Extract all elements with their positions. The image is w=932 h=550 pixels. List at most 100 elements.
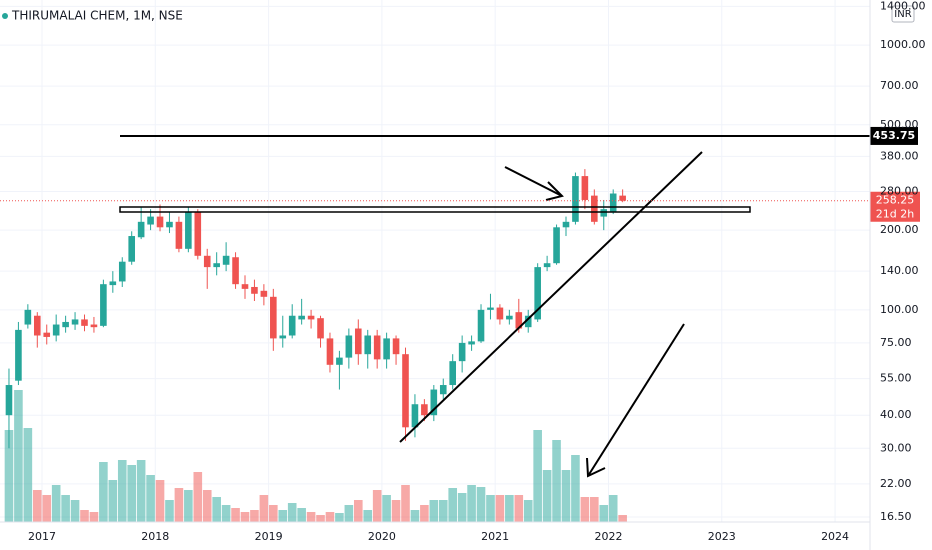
volume-bar: [99, 462, 108, 522]
volume-bar: [372, 490, 382, 522]
candle-body: [232, 257, 239, 285]
candle-body: [458, 342, 466, 362]
candle-body: [185, 211, 192, 249]
candle-body: [62, 321, 69, 328]
candle-body: [317, 318, 324, 339]
volume-bar: [552, 440, 561, 522]
y-tick-label: 40.00: [880, 408, 912, 421]
volume-bar: [523, 500, 533, 522]
volume-bar: [561, 470, 571, 522]
volume-bar: [89, 512, 99, 522]
volume-bar: [278, 510, 288, 522]
candle-body: [260, 290, 268, 297]
volume-bar: [42, 495, 52, 522]
volume-bar: [590, 497, 599, 522]
last-price-label: 258.25: [876, 194, 915, 207]
volume-bar: [240, 512, 250, 522]
x-tick-label: 2018: [141, 530, 169, 543]
arrow-head: [545, 181, 564, 201]
volume-bar: [599, 505, 609, 522]
x-tick-label: 2017: [28, 530, 56, 543]
volume-bar: [117, 460, 127, 522]
x-tick-label: 2023: [708, 530, 736, 543]
volume-bar: [212, 497, 221, 522]
y-tick-label: 1400.00: [880, 0, 926, 12]
candle-body: [109, 281, 117, 286]
candle-body: [222, 255, 230, 265]
candle-body: [487, 307, 494, 310]
volume-bar: [429, 500, 439, 522]
candle-body: [543, 263, 551, 268]
volume-bar: [155, 480, 165, 522]
volume-bar: [4, 430, 14, 522]
candle-body: [336, 357, 343, 365]
x-tick-label: 2020: [368, 530, 396, 543]
candle-body: [147, 216, 154, 225]
arrow: [504, 166, 563, 197]
y-tick-label: 16.50: [880, 510, 912, 523]
candle-body: [118, 261, 126, 282]
volume-bar: [542, 470, 552, 522]
y-tick-label: 700.00: [880, 79, 919, 92]
y-tick-label: 140.00: [880, 264, 919, 277]
x-tick-label: 2024: [821, 530, 849, 543]
volume-bar: [146, 475, 155, 522]
candle-body: [288, 315, 296, 336]
candle-body: [251, 286, 258, 294]
candle-body: [591, 195, 598, 222]
candle-body: [241, 284, 249, 289]
candle-body: [619, 195, 626, 201]
volume-bar: [514, 495, 524, 522]
candle-body: [326, 338, 334, 365]
volume-bar: [202, 490, 212, 522]
candle-body: [506, 315, 513, 320]
volume-bar: [297, 508, 306, 522]
last-price-bg: [870, 191, 920, 222]
candle-body: [213, 263, 220, 268]
volume-bar: [127, 465, 137, 522]
candles: [5, 169, 626, 449]
volume-bar: [70, 500, 80, 522]
y-tick-label: 100.00: [880, 303, 919, 316]
currency[interactable]: INR: [894, 9, 911, 20]
zone-rect: [119, 206, 751, 213]
y-tick-label: 380.00: [880, 149, 919, 162]
candle-body: [439, 385, 447, 395]
volume-bar: [287, 503, 297, 522]
y-tick-label: 75.00: [880, 336, 912, 349]
volume-bar: [391, 500, 401, 522]
candle-body: [90, 324, 98, 328]
candle-body: [496, 307, 504, 320]
volume-bar: [438, 500, 448, 522]
candle-body: [373, 335, 381, 360]
y-tick-label: 500.00: [880, 118, 919, 131]
volume-bar: [174, 488, 184, 522]
volume-bar: [136, 460, 146, 522]
volume-bar: [269, 505, 278, 522]
candle-body: [477, 309, 485, 342]
candle-body: [468, 341, 475, 345]
currency-box[interactable]: [891, 5, 915, 23]
volume-bar: [467, 485, 476, 522]
volume-bar: [618, 515, 627, 522]
candle-body: [71, 319, 79, 325]
volume-bar: [221, 505, 231, 522]
volume-bar: [363, 510, 373, 522]
candle-body: [81, 319, 88, 326]
candle-body: [364, 335, 372, 355]
volume-bar: [410, 510, 420, 522]
candle-body: [279, 335, 287, 339]
volume-bar: [32, 490, 42, 522]
y-tick-label: 280.00: [880, 184, 919, 197]
level-label-bg: [870, 126, 918, 145]
candle-body: [581, 176, 589, 200]
candle-body: [383, 338, 390, 360]
volume: [4, 390, 627, 522]
volume-bar: [457, 493, 467, 522]
volume-bar: [476, 487, 486, 522]
volume-bar: [184, 490, 193, 522]
volume-bar: [316, 515, 325, 522]
candle-body: [33, 315, 41, 336]
volume-bar: [580, 497, 590, 522]
candle-body: [345, 335, 353, 358]
